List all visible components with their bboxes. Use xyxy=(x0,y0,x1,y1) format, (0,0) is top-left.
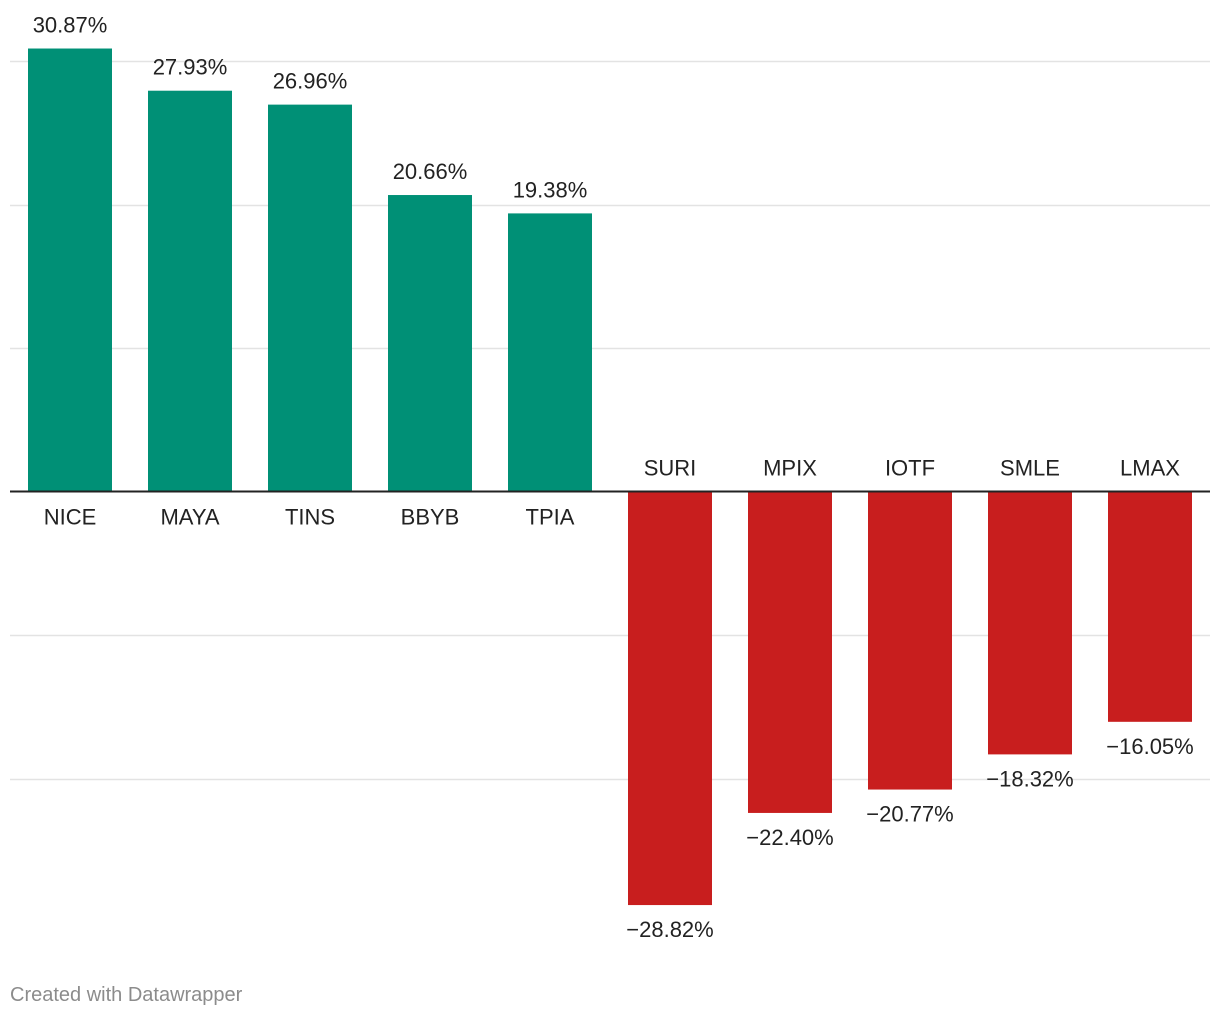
value-label: 26.96% xyxy=(273,69,348,94)
value-label: 19.38% xyxy=(513,177,588,202)
footer-credit: Created with Datawrapper xyxy=(10,984,243,1006)
category-label: BBYB xyxy=(401,505,460,530)
bar-suri xyxy=(628,491,712,906)
value-label: −16.05% xyxy=(1106,734,1193,759)
bar-chart: NICE MAYA TINS BBYB TPIA SURI MPIX IOTF SMLE LMAX… xyxy=(10,13,1210,943)
category-label: SMLE xyxy=(1000,456,1060,481)
value-label: 27.93% xyxy=(153,55,228,80)
value-label: −18.32% xyxy=(986,766,1073,791)
value-label: −28.82% xyxy=(626,917,713,942)
category-label: IOTF xyxy=(885,456,935,481)
category-label: MPIX xyxy=(763,456,817,481)
category-label: SURI xyxy=(644,456,697,481)
category-label: TPIA xyxy=(526,505,575,530)
category-label: NICE xyxy=(44,505,97,530)
category-label: MAYA xyxy=(160,505,219,530)
bar-tins xyxy=(268,104,352,492)
bar-bbyb xyxy=(388,195,472,492)
category-label: TINS xyxy=(285,505,335,530)
bars xyxy=(28,48,1192,906)
category-label: LMAX xyxy=(1120,456,1180,481)
value-label: 20.66% xyxy=(393,159,468,184)
value-label: −20.77% xyxy=(866,802,953,827)
bar-maya xyxy=(148,90,232,492)
bar-smle xyxy=(988,491,1072,755)
value-labels: 30.87% 27.93% 26.96% 20.66% 19.38% −28.82% −22… xyxy=(33,13,1194,943)
bar-tpia xyxy=(508,213,592,492)
value-label: 30.87% xyxy=(33,13,108,38)
bar-lmax xyxy=(1108,491,1192,722)
category-labels: NICE MAYA TINS BBYB TPIA SURI MPIX IOTF SMLE LMAX xyxy=(44,456,1181,530)
bar-nice xyxy=(28,48,112,492)
bar-mpix xyxy=(748,491,832,813)
bar-iotf xyxy=(868,491,952,790)
value-label: −22.40% xyxy=(746,825,833,850)
